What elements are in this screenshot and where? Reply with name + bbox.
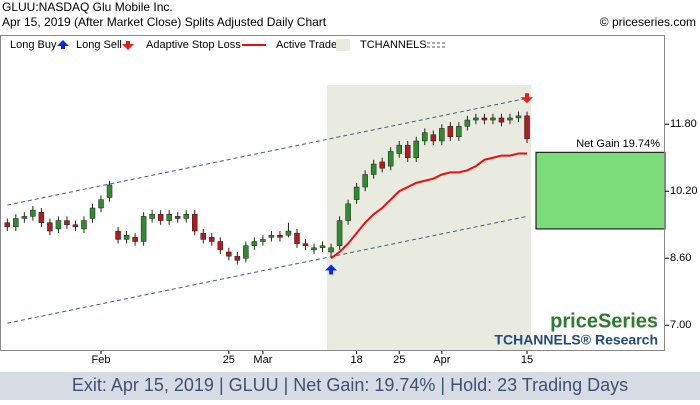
candle-body — [345, 203, 351, 221]
candle-body — [413, 140, 420, 158]
candle-body — [234, 255, 241, 261]
candle-body — [140, 216, 147, 242]
candle-body — [473, 117, 479, 121]
channel-line — [7, 97, 528, 206]
legend-buy — [57, 40, 69, 49]
legend-label: Active Trade — [276, 39, 337, 51]
candle-body — [21, 216, 28, 219]
y-tick-label: 7.00 — [670, 319, 691, 331]
candle-body — [439, 128, 445, 142]
candle-body — [319, 245, 326, 249]
x-tick-label: 18 — [350, 354, 362, 366]
y-tick-label: 11.80 — [670, 118, 697, 130]
candle-body — [200, 232, 207, 240]
candle-body — [353, 186, 360, 200]
footer-band — [0, 372, 700, 400]
candle-body — [294, 232, 300, 244]
candle-body — [98, 199, 104, 209]
x-tick-label: 25 — [393, 354, 405, 366]
candle-body — [47, 222, 53, 232]
x-tick-label: 15 — [521, 354, 533, 366]
candle-body — [430, 134, 437, 142]
net-gain-label: Net Gain 19.74% — [576, 138, 660, 150]
candle-body — [89, 207, 96, 219]
candle-body — [524, 115, 530, 140]
candle-body — [507, 117, 513, 121]
candle-body — [243, 245, 249, 259]
candle-body — [4, 222, 11, 228]
candle-body — [106, 184, 113, 198]
candle-body — [166, 214, 172, 221]
candle-body — [311, 247, 317, 251]
stop-loss-line — [330, 152, 528, 260]
x-tick-label: 25 — [223, 354, 235, 366]
net-gain-box — [535, 151, 666, 230]
legend-label: TCHANNELS — [360, 39, 427, 51]
candle-body — [464, 119, 471, 127]
candle-body — [123, 234, 130, 240]
candle-body — [490, 117, 496, 121]
candle-body — [302, 243, 309, 246]
candle-body — [370, 163, 377, 175]
candle-body — [209, 237, 215, 242]
candle-body — [396, 144, 402, 154]
candle-body — [115, 230, 121, 240]
candle-body — [515, 115, 522, 119]
x-tick-label: Mar — [253, 354, 272, 366]
candle-body — [422, 132, 428, 142]
candle-body — [217, 241, 224, 251]
brand: priceSeries — [550, 310, 658, 332]
x-tick-label: Feb — [92, 354, 111, 366]
candle-body — [404, 144, 411, 158]
source: © priceseries.com — [600, 15, 696, 29]
candle-body — [174, 216, 181, 219]
candle-body — [55, 220, 62, 230]
candle-body — [481, 117, 488, 121]
legend-sell — [122, 41, 134, 50]
legend-label: Long Sell — [76, 39, 122, 51]
y-tick-label: 10.20 — [670, 185, 698, 197]
candle-body — [157, 214, 164, 221]
channel-line — [7, 215, 528, 324]
candle-body — [285, 230, 292, 236]
candle-body — [387, 151, 394, 167]
candle-body — [13, 218, 19, 228]
sell-arrow — [521, 93, 534, 104]
footer: Exit: Apr 15, 2019 | GLUU | Net Gain: 19… — [72, 375, 628, 395]
candle-body — [191, 214, 198, 232]
candle-body — [268, 234, 275, 238]
candle-body — [38, 211, 45, 223]
candle-body — [183, 214, 189, 219]
chart-title: GLUU:NASDAQ Glu Mobile Inc. — [2, 0, 173, 14]
candle-body — [379, 161, 385, 169]
candle-body — [328, 247, 334, 253]
candle-body — [64, 220, 70, 226]
candle-body — [362, 174, 368, 188]
candle-body — [447, 126, 454, 138]
candle-body — [132, 237, 138, 242]
candle-body — [226, 251, 232, 257]
candle-body — [72, 224, 79, 228]
candle-body — [81, 220, 87, 230]
candle-body — [30, 209, 36, 217]
candle-body — [149, 214, 155, 219]
legend-active — [336, 39, 350, 51]
x-tick-label: Apr — [433, 354, 450, 366]
candle-body — [277, 234, 283, 238]
y-tick-label: 8.60 — [670, 252, 691, 264]
chart-subtitle: Apr 15, 2019 (After Market Close) Splits… — [2, 15, 327, 29]
legend-label: Long Buy — [10, 39, 57, 51]
plot-border — [0, 35, 665, 351]
buy-arrow — [325, 264, 338, 275]
candle-body — [456, 126, 462, 138]
active-trade-region — [327, 85, 532, 350]
brand-sub: TCHANNELS® Research — [494, 332, 658, 348]
candle-body — [336, 220, 343, 246]
candle-body — [251, 241, 258, 246]
candle-body — [260, 239, 266, 242]
legend-label: Adaptive Stop Loss — [146, 39, 241, 51]
candle-body — [498, 117, 505, 123]
